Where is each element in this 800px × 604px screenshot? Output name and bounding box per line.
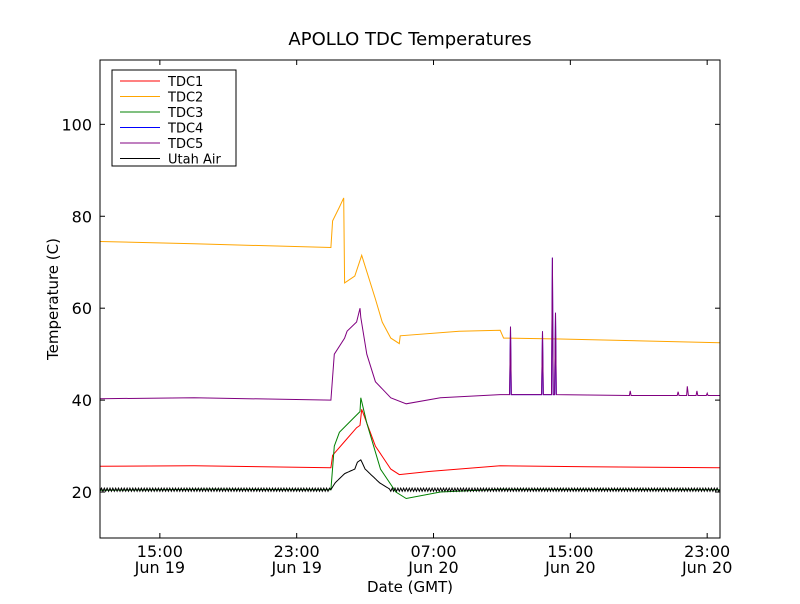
x-tick-label-date: Jun 20 (681, 558, 732, 577)
x-tick-label-time: 07:00 (410, 542, 456, 561)
x-tick-label-time: 23:00 (684, 542, 730, 561)
series-line-utah-air (99, 459, 721, 493)
y-tick-label: 100 (61, 115, 92, 134)
legend-label: TDC4 (167, 122, 203, 137)
series-line-tdc1 (99, 409, 721, 476)
y-tick-label: 80 (72, 207, 92, 226)
series-line-tdc4 (509, 257, 557, 396)
x-tick-label-time: 15:00 (547, 542, 593, 561)
x-tick-label-date: Jun 20 (544, 558, 595, 577)
chart-title: APOLLO TDC Temperatures (288, 29, 531, 50)
x-tick-label-time: 15:00 (137, 542, 183, 561)
x-axis-label: Date (GMT) (367, 578, 453, 596)
y-tick-label: 60 (72, 299, 92, 318)
series-line-tdc2 (99, 197, 721, 345)
x-tick-label-date: Jun 19 (270, 558, 321, 577)
axes-frame (99, 59, 721, 539)
y-tick-label: 40 (72, 391, 92, 410)
legend-label: Utah Air (168, 153, 221, 168)
y-tick-label: 20 (72, 483, 92, 502)
plot-area (99, 197, 721, 500)
x-tick-label-date: Jun 19 (134, 558, 185, 577)
series-line-tdc5 (99, 257, 720, 405)
y-axis-label: Temperature (C) (44, 238, 62, 361)
x-tick-label-time: 23:00 (274, 542, 320, 561)
series-line-tdc3 (99, 397, 721, 500)
legend-label: TDC5 (167, 137, 203, 152)
x-tick-label-date: Jun 20 (407, 558, 458, 577)
legend-label: TDC3 (167, 106, 203, 121)
legend-box (111, 69, 237, 167)
legend-label: TDC1 (167, 75, 203, 90)
legend-label: TDC2 (167, 91, 203, 106)
